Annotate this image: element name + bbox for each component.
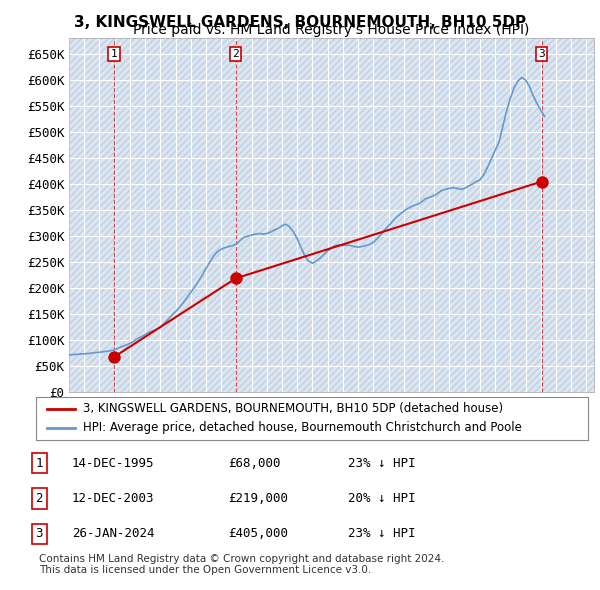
Text: 3: 3 <box>35 527 43 540</box>
Text: 23% ↓ HPI: 23% ↓ HPI <box>348 527 415 540</box>
Point <box>537 177 547 186</box>
Text: HPI: Average price, detached house, Bournemouth Christchurch and Poole: HPI: Average price, detached house, Bour… <box>83 421 522 434</box>
Title: Price paid vs. HM Land Registry's House Price Index (HPI): Price paid vs. HM Land Registry's House … <box>133 23 530 37</box>
Text: £219,000: £219,000 <box>228 492 288 505</box>
Text: 2: 2 <box>232 49 239 59</box>
Text: 12-DEC-2003: 12-DEC-2003 <box>72 492 155 505</box>
Text: 3, KINGSWELL GARDENS, BOURNEMOUTH, BH10 5DP (detached house): 3, KINGSWELL GARDENS, BOURNEMOUTH, BH10 … <box>83 402 503 415</box>
Text: 1: 1 <box>110 49 118 59</box>
Point <box>109 352 119 362</box>
Text: 14-DEC-1995: 14-DEC-1995 <box>72 457 155 470</box>
Text: 20% ↓ HPI: 20% ↓ HPI <box>348 492 415 505</box>
Text: 3, KINGSWELL GARDENS, BOURNEMOUTH, BH10 5DP: 3, KINGSWELL GARDENS, BOURNEMOUTH, BH10 … <box>74 15 526 30</box>
Text: 26-JAN-2024: 26-JAN-2024 <box>72 527 155 540</box>
Text: £405,000: £405,000 <box>228 527 288 540</box>
Text: 1: 1 <box>35 457 43 470</box>
Point <box>231 274 241 283</box>
Text: 2: 2 <box>35 492 43 505</box>
Text: 23% ↓ HPI: 23% ↓ HPI <box>348 457 415 470</box>
Text: £68,000: £68,000 <box>228 457 281 470</box>
Text: Contains HM Land Registry data © Crown copyright and database right 2024.
This d: Contains HM Land Registry data © Crown c… <box>39 553 445 575</box>
Text: 3: 3 <box>538 49 545 59</box>
